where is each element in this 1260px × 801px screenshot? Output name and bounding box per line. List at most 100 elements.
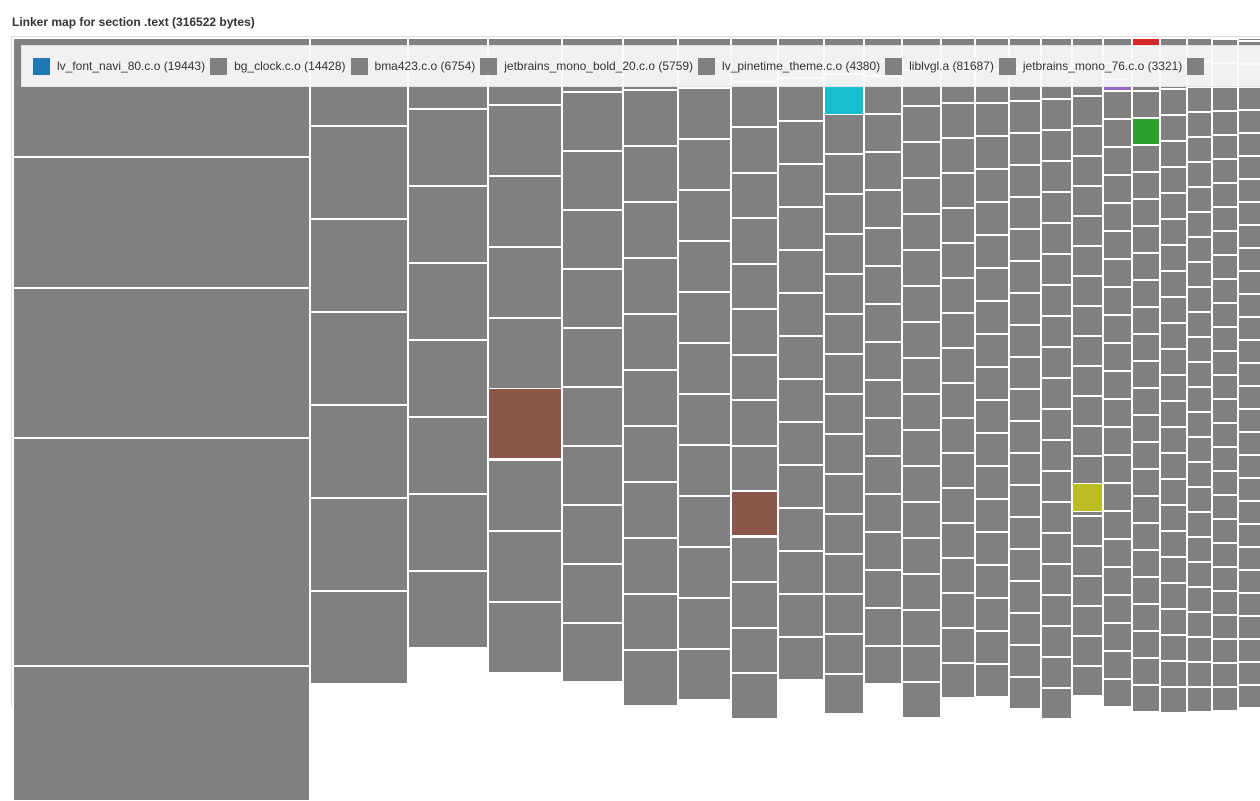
treemap-cell[interactable] [941,173,975,208]
treemap-cell[interactable] [778,250,824,293]
treemap-cell[interactable] [310,126,408,219]
treemap-cell[interactable] [1132,631,1160,658]
treemap-cell[interactable] [824,354,864,394]
treemap-cell[interactable] [1009,421,1041,453]
treemap-cell[interactable] [1132,226,1160,253]
treemap-cell[interactable] [864,570,902,608]
treemap-cell[interactable] [731,537,778,582]
treemap-cell[interactable] [1187,262,1212,287]
treemap-cell[interactable] [824,85,864,115]
treemap-cell[interactable] [1238,570,1260,593]
treemap-cell[interactable] [562,328,623,387]
treemap-cell[interactable] [864,228,902,266]
treemap-cell[interactable] [623,370,678,426]
treemap-cell[interactable] [1212,543,1238,567]
treemap-cell[interactable] [778,379,824,422]
treemap-cell[interactable] [975,367,1009,400]
treemap-cell[interactable] [1160,193,1187,219]
treemap-cell[interactable] [562,623,623,682]
treemap-cell[interactable] [1041,409,1072,440]
treemap-cell[interactable] [1212,183,1238,207]
legend-item[interactable]: lv_font_navi_80.c.o (19443) [33,57,205,75]
treemap-cell[interactable] [488,602,562,673]
treemap-cell[interactable] [1238,271,1260,294]
treemap-cell[interactable] [1212,639,1238,663]
treemap-cell[interactable] [1160,609,1187,635]
treemap-cell[interactable] [1072,246,1103,276]
treemap-cell[interactable] [1238,501,1260,524]
treemap-cell[interactable] [778,637,824,680]
treemap-cell[interactable] [902,610,941,646]
treemap-cell[interactable] [1160,661,1187,687]
treemap-cell[interactable] [902,322,941,358]
treemap-cell[interactable] [902,430,941,466]
treemap-cell[interactable] [1160,635,1187,661]
treemap-cell[interactable] [824,554,864,594]
treemap-cell[interactable] [1072,336,1103,366]
treemap-cell[interactable] [1238,685,1260,708]
treemap-cell[interactable] [1103,399,1132,427]
treemap-cell[interactable] [678,598,731,649]
treemap-cell[interactable] [731,127,778,173]
treemap-cell[interactable] [1132,604,1160,631]
treemap-cell[interactable] [1132,442,1160,469]
treemap-cell[interactable] [1103,175,1132,203]
treemap-cell[interactable] [623,90,678,146]
treemap-cell[interactable] [1187,412,1212,437]
treemap-cell[interactable] [1187,312,1212,337]
treemap-cell[interactable] [1103,679,1132,707]
treemap-cell[interactable] [488,176,562,247]
treemap-cell[interactable] [408,263,488,340]
treemap-cell[interactable] [824,274,864,314]
treemap-cell[interactable] [1160,115,1187,141]
treemap-cell[interactable] [1132,415,1160,442]
treemap-cell[interactable] [975,268,1009,301]
legend-item[interactable]: jetbrains_mono_bold_20.c.o (5759) [480,57,693,75]
treemap-cell[interactable] [1009,613,1041,645]
treemap-cell[interactable] [310,405,408,498]
treemap-cell[interactable] [902,466,941,502]
treemap-cell[interactable] [1160,505,1187,531]
treemap-cell[interactable] [1238,409,1260,432]
treemap-cell[interactable] [902,142,941,178]
treemap-cell[interactable] [562,269,623,328]
treemap-cell[interactable] [864,342,902,380]
treemap-cell[interactable] [1041,564,1072,595]
treemap-cell[interactable] [1238,386,1260,409]
treemap-cell[interactable] [1238,616,1260,639]
treemap-cell[interactable] [1160,141,1187,167]
treemap-cell[interactable] [1187,462,1212,487]
treemap-cell[interactable] [1132,334,1160,361]
treemap-cell[interactable] [408,571,488,648]
treemap-cell[interactable] [1072,636,1103,666]
treemap-cell[interactable] [1009,645,1041,677]
treemap-cell[interactable] [1132,469,1160,496]
treemap-cell[interactable] [1072,126,1103,156]
treemap-cell[interactable] [1041,223,1072,254]
treemap-cell[interactable] [941,628,975,663]
treemap-cell[interactable] [864,114,902,152]
treemap-cell[interactable] [1103,567,1132,595]
treemap-cell[interactable] [778,551,824,594]
treemap-cell[interactable] [941,558,975,593]
treemap-cell[interactable] [310,498,408,591]
treemap-cell[interactable] [1212,207,1238,231]
treemap-cell[interactable] [731,582,778,628]
treemap-cell[interactable] [1103,455,1132,483]
treemap-cell[interactable] [941,663,975,698]
treemap-cell[interactable] [1009,581,1041,613]
treemap-cell[interactable] [1072,156,1103,186]
treemap-cell[interactable] [1041,533,1072,564]
treemap-cell[interactable] [1132,280,1160,307]
treemap-cell[interactable] [1212,87,1238,111]
treemap-cell[interactable] [1132,685,1160,712]
treemap-cell[interactable] [1187,487,1212,512]
treemap-cell[interactable] [1238,38,1260,41]
treemap-cell[interactable] [623,426,678,482]
treemap-cell[interactable] [1041,130,1072,161]
treemap-cell[interactable] [864,494,902,532]
treemap-cell[interactable] [1103,119,1132,147]
treemap-cell[interactable] [1041,626,1072,657]
treemap-cell[interactable] [623,538,678,594]
treemap-cell[interactable] [1072,276,1103,306]
